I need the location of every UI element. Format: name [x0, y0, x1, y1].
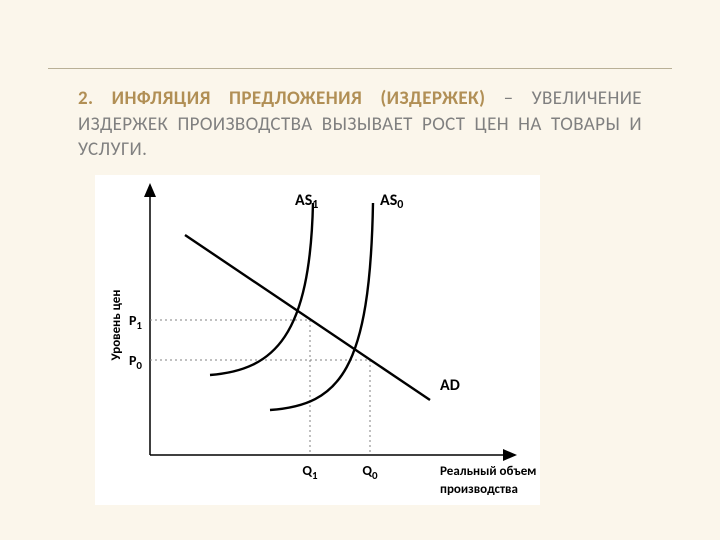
ad-as-chart: Уровень цен Реальный объем производства … [95, 175, 540, 505]
ad-label: AD [440, 376, 460, 395]
ad-curve [185, 235, 430, 400]
q1-label: Q1 [302, 462, 318, 482]
divider-line [48, 68, 672, 69]
slide-headline: 2. ИНФЛЯЦИЯ ПРЕДЛОЖЕНИЯ (ИЗДЕРЖЕК) – УВЕ… [78, 86, 642, 163]
as1-curve [210, 203, 313, 375]
y-axis-label: Уровень цен [109, 290, 124, 362]
axes [144, 183, 517, 461]
y-axis-arrow-icon [144, 183, 156, 197]
x-axis-arrow-icon [503, 449, 517, 461]
chart-container: Уровень цен Реальный объем производства … [95, 175, 540, 505]
guide-lines [150, 320, 370, 455]
p0-label: P0 [129, 352, 142, 372]
slide: 2. ИНФЛЯЦИЯ ПРЕДЛОЖЕНИЯ (ИЗДЕРЖЕК) – УВЕ… [0, 0, 720, 540]
as0-curve [270, 203, 373, 410]
x-axis-label-line1: Реальный объем [440, 464, 536, 479]
q0-label: Q0 [362, 462, 378, 482]
x-axis-label-line2: производства [440, 482, 518, 497]
as1-label: AS1 [295, 191, 318, 212]
as0-label: AS0 [380, 191, 403, 212]
p1-label: P1 [129, 312, 142, 332]
headline-bold: 2. ИНФЛЯЦИЯ ПРЕДЛОЖЕНИЯ (ИЗДЕРЖЕК) [78, 87, 485, 110]
